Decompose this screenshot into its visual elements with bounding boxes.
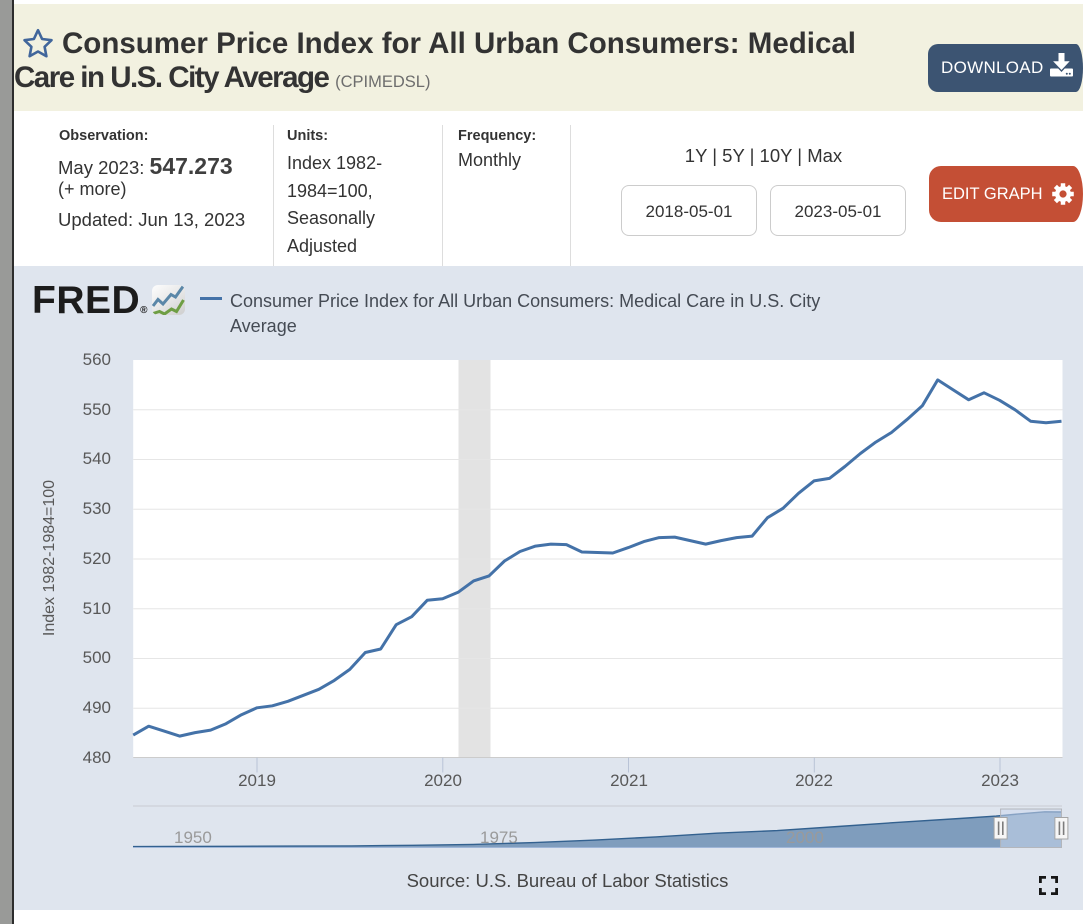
svg-text:1975: 1975 [480,828,518,847]
svg-text:2000: 2000 [786,828,824,847]
svg-text:1950: 1950 [174,828,212,847]
